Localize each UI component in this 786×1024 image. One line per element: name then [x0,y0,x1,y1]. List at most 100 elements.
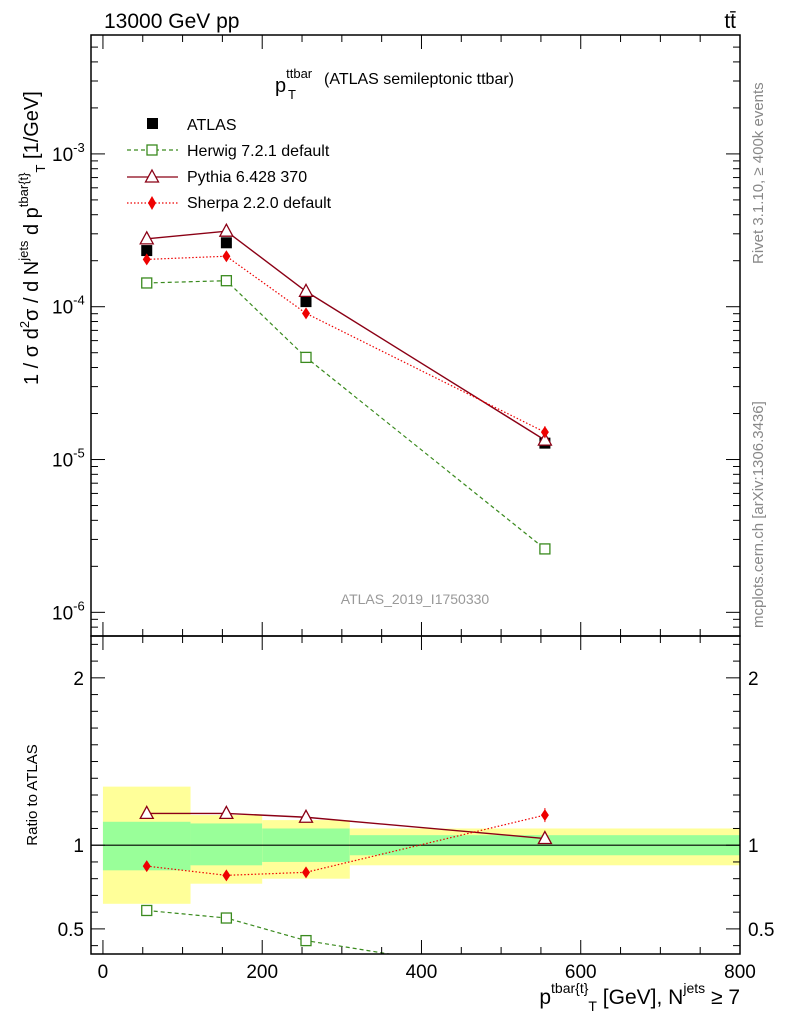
ratio-point-herwig [220,912,233,924]
ratio-point-pythia [537,830,553,845]
ylabel-sub-t: T [33,165,48,173]
ytick-base: 10 [52,451,73,472]
ratio-frame [90,635,741,955]
data-point-sherpa [222,250,231,263]
ratio-point-pythia [139,805,155,820]
legend-marker-atlas [147,118,158,129]
ratio-xtick-label: 0 [98,962,109,983]
legend-label-atlas: ATLAS [187,117,237,134]
ytick-exponent: -3 [73,140,85,155]
ytick-base: 10 [52,145,73,166]
ratio-xtick-label: 800 [724,962,756,983]
ratio-panel: 0.5 0.5 1 1 2 2 0 200 400 600 800 Ratio to ATLAS p… [24,635,774,1014]
data-point-pythia [218,222,234,237]
data-point-atlas [220,237,232,249]
title-p: p [275,75,286,97]
ytick-exponent: -5 [73,446,85,461]
main-ylabel: 1 / σ d2σ / d Njets d ptbar{t}T [1/GeV] [16,91,48,385]
mcplots-label: mcplots.cern.ch [arXiv:1306.3436] [750,401,767,628]
data-point-herwig [141,277,153,289]
legend-marker-pythia [144,168,160,183]
xlabel-cond: ≥ 7 [705,986,740,1009]
series-line-herwig [146,280,546,550]
ratio-xlabel: ptbar{t} T [GeV], Njets ≥ 7 [539,980,740,1014]
data-point-herwig [539,543,551,555]
xlabel-sup-jets: jets [682,980,705,996]
ratio-series-layer [139,805,553,984]
ratio-ytick-label-left: 1 [73,836,84,857]
ytick-base: 10 [52,298,73,319]
ratio-ytick-label-left: 2 [73,669,84,690]
ratio-line-sherpa [146,814,546,876]
ratio-point-pythia [298,808,314,823]
ylabel-sup-jets: jets [16,240,31,262]
ratio-ytick-label-right: 2 [748,669,759,690]
ratio-point-sherpa [142,860,151,873]
analysis-watermark: ATLAS_2019_I1750330 [341,591,490,607]
ylabel-part-3: d p [21,207,43,240]
series-line-pythia [146,230,546,441]
ytick-exponent: -6 [73,598,85,613]
ratio-ytick-label-left: 0.5 [58,920,84,941]
title-suffix: (ATLAS semileptonic ttbar) [324,71,514,88]
legend-marker-herwig [146,144,158,156]
title-sub: T [288,87,296,102]
ratio-ytick-label-right: 1 [748,836,759,857]
ratio-xtick-label: 400 [406,962,438,983]
ratio-xtick-label: 200 [246,962,278,983]
title-sup: ttbar [286,66,313,81]
ratio-xtick-label: 600 [565,962,597,983]
legend: ATLAS Herwig 7.2.1 default Pythia 6.428 … [127,117,332,212]
main-title: pttbar [275,66,313,97]
process-label: tt̄ [724,10,736,33]
main-ytick-label: 10-4 [52,293,85,319]
legend-label-herwig: Herwig 7.2.1 default [187,143,330,160]
data-point-herwig [300,351,312,364]
legend-entry-pythia: Pythia 6.428 370 [127,168,307,186]
ylabel-sup-tbar: tbar{t} [16,172,31,207]
ratio-point-herwig [300,934,312,947]
data-point-atlas [300,296,312,308]
energy-label: 13000 GeV pp [104,10,239,33]
rivet-version-label: Rivet 3.1.10, ≥ 400k events [750,82,767,264]
ratio-point-sherpa [302,866,311,879]
legend-label-pythia: Pythia 6.428 370 [187,169,307,186]
main-ytick-label: 10-3 [52,140,85,166]
ylabel-sup-2: 2 [17,321,32,328]
series-line-sherpa [146,255,546,433]
ratio-axes: 0.5 0.5 1 1 2 2 0 200 400 600 800 [58,636,774,983]
ratio-ytick-label-right: 0.5 [748,920,774,941]
data-point-pythia [139,230,155,245]
ratio-ylabel: Ratio to ATLAS [24,744,41,845]
ratio-band-stat [190,823,263,866]
ratio-point-sherpa [222,869,231,882]
ytick-base: 10 [52,603,73,624]
ylabel-part-1: 1 / σ d [21,328,43,385]
xlabel-sub-t: T [588,998,597,1014]
legend-marker-sherpa [148,196,156,210]
main-series-layer [139,222,553,555]
ratio-point-herwig [540,974,550,984]
main-panel: 10-310-410-510-6 pttbar T (ATLAS semilep… [16,34,741,637]
data-point-pythia [537,431,553,446]
xlabel-p: p [539,986,551,1009]
data-point-sherpa [142,253,151,266]
ratio-line-pythia [146,812,545,840]
legend-entry-atlas: ATLAS [147,117,237,134]
ylabel-part-2: σ / d N [21,261,43,321]
legend-entry-sherpa: Sherpa 2.2.0 default [127,195,332,212]
legend-label-sherpa: Sherpa 2.2.0 default [187,195,332,212]
data-point-atlas [141,245,153,257]
data-point-pythia [298,283,314,298]
xlabel-sup-tbar: tbar{t} [551,980,589,996]
ytick-exponent: -4 [73,293,85,308]
main-ytick-label: 10-5 [52,446,85,472]
legend-entry-herwig: Herwig 7.2.1 default [127,143,330,160]
main-ytick-label: 10-6 [52,598,85,624]
data-point-herwig [220,275,233,287]
ratio-point-pythia [218,805,234,820]
main-axes: 10-310-410-510-6 [52,34,741,637]
ratio-line-herwig [146,909,393,954]
ratio-point-herwig [141,904,153,917]
